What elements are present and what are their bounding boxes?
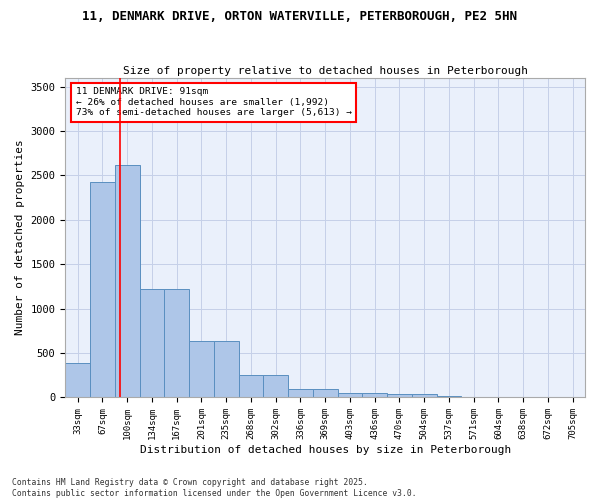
Text: 11, DENMARK DRIVE, ORTON WATERVILLE, PETERBOROUGH, PE2 5HN: 11, DENMARK DRIVE, ORTON WATERVILLE, PET… [83,10,517,23]
Y-axis label: Number of detached properties: Number of detached properties [15,140,25,336]
Text: Contains HM Land Registry data © Crown copyright and database right 2025.
Contai: Contains HM Land Registry data © Crown c… [12,478,416,498]
Bar [164,289,189,398]
Bar [387,394,412,398]
Bar [338,392,362,398]
Title: Size of property relative to detached houses in Peterborough: Size of property relative to detached ho… [122,66,527,76]
Bar [288,390,313,398]
Bar [65,363,90,398]
Bar [362,392,387,398]
Bar [140,289,164,398]
Bar [90,182,115,398]
Text: 11 DENMARK DRIVE: 91sqm
← 26% of detached houses are smaller (1,992)
73% of semi: 11 DENMARK DRIVE: 91sqm ← 26% of detache… [76,88,352,117]
Bar [313,390,338,398]
Bar [239,376,263,398]
Bar [263,376,288,398]
Bar [189,340,214,398]
Bar [412,394,437,398]
Bar [115,164,140,398]
Bar [214,340,239,398]
X-axis label: Distribution of detached houses by size in Peterborough: Distribution of detached houses by size … [140,445,511,455]
Bar [437,396,461,398]
